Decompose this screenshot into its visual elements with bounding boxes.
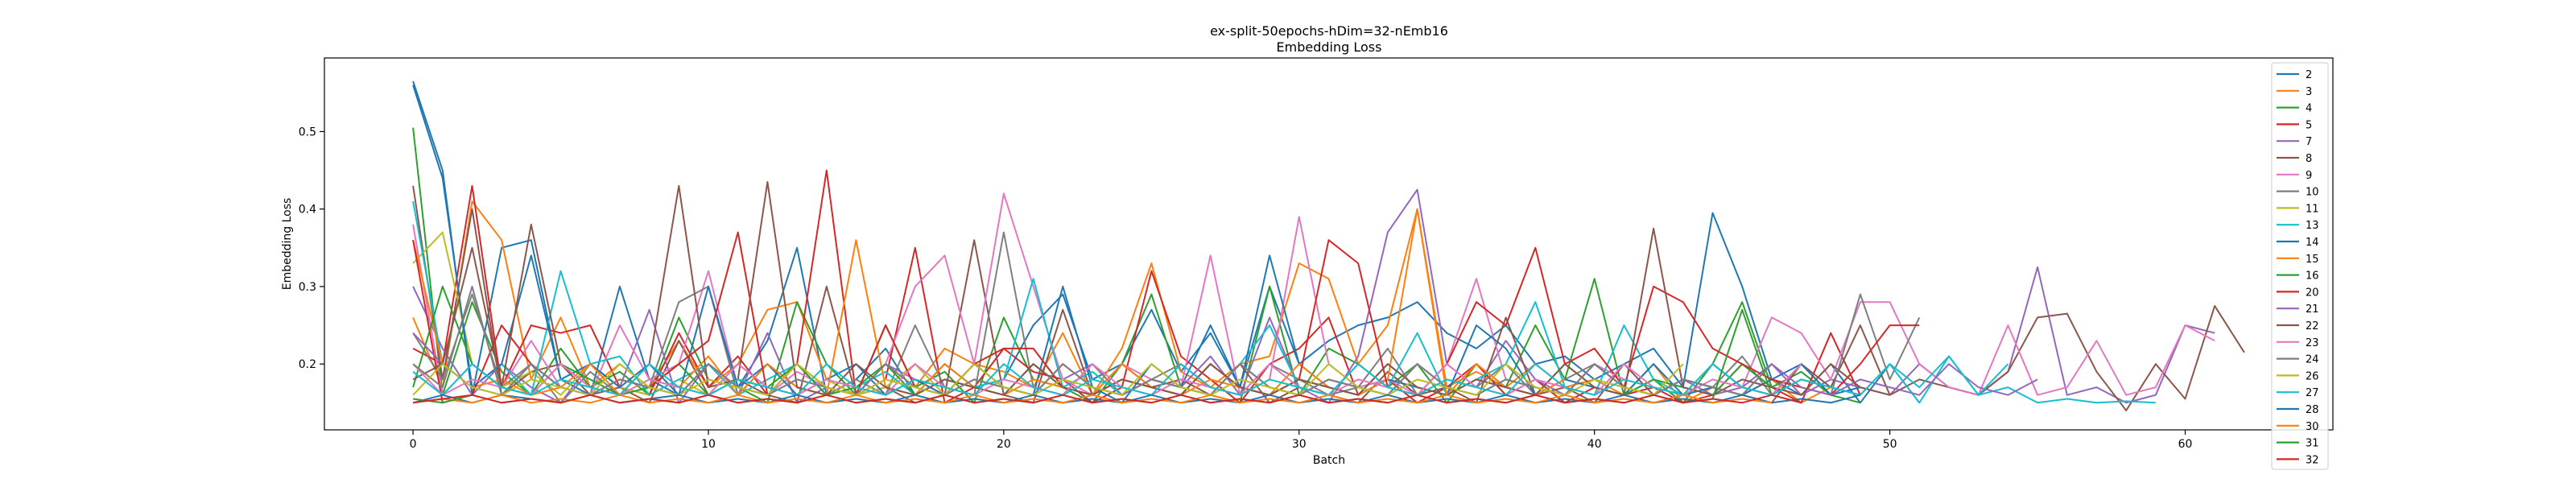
series-line-26 xyxy=(412,363,1684,396)
legend-label-14: 14 xyxy=(2306,237,2319,249)
legend-label-7: 7 xyxy=(2306,136,2312,148)
legend-label-20: 20 xyxy=(2306,287,2319,299)
legend-label-24: 24 xyxy=(2306,354,2319,366)
y-axis-ticks: 0.2 0.3 0.4 0.5 xyxy=(299,126,324,371)
legend-label-28: 28 xyxy=(2306,404,2319,416)
x-tick-label: 10 xyxy=(701,438,716,451)
legend-label-27: 27 xyxy=(2306,387,2319,399)
legend-label-5: 5 xyxy=(2306,119,2312,131)
x-tick-label: 50 xyxy=(1883,438,1897,451)
legend-label-10: 10 xyxy=(2306,187,2319,199)
series-line-32 xyxy=(412,394,1802,404)
series-line-3 xyxy=(412,200,1861,404)
x-tick-label: 0 xyxy=(410,438,417,451)
series-lines xyxy=(412,80,2245,411)
legend-label-26: 26 xyxy=(2306,370,2319,382)
y-tick-label: 0.4 xyxy=(299,204,316,217)
legend-label-3: 3 xyxy=(2306,86,2312,98)
series-line-9 xyxy=(412,192,2215,396)
x-tick-label: 40 xyxy=(1587,438,1602,451)
legend-label-11: 11 xyxy=(2306,203,2319,215)
chart-subtitle: Embedding Loss xyxy=(1277,39,1382,55)
x-tick-label: 30 xyxy=(1292,438,1307,451)
x-tick-label: 20 xyxy=(997,438,1011,451)
y-tick-label: 0.2 xyxy=(299,358,316,371)
legend-label-4: 4 xyxy=(2306,103,2312,115)
legend-label-15: 15 xyxy=(2306,254,2319,266)
legend-label-31: 31 xyxy=(2306,438,2319,450)
legend-label-13: 13 xyxy=(2306,220,2319,232)
legend-label-30: 30 xyxy=(2306,421,2319,433)
legend-label-9: 9 xyxy=(2306,170,2312,182)
legend-box xyxy=(2271,62,2329,470)
legend-label-8: 8 xyxy=(2306,153,2312,165)
x-axis-label: Batch xyxy=(1313,454,1345,467)
plot-frame xyxy=(324,57,2334,431)
y-tick-label: 0.3 xyxy=(299,281,316,294)
chart-title: ex-split-50epochs-hDim=32-nEmb16 xyxy=(1210,23,1448,39)
legend-label-32: 32 xyxy=(2306,454,2319,466)
legend-label-23: 23 xyxy=(2306,337,2319,349)
legend-label-2: 2 xyxy=(2306,69,2312,81)
y-axis-label: Embedding Loss xyxy=(281,198,294,291)
x-tick-label: 60 xyxy=(2178,438,2193,451)
legend-label-21: 21 xyxy=(2306,303,2319,316)
series-line-27 xyxy=(412,355,2009,396)
series-line-28 xyxy=(412,394,1861,404)
legend: 2345789101113141516202122232426272830313… xyxy=(2271,62,2329,470)
x-axis-ticks: 0 10 20 30 40 50 60 xyxy=(410,430,2193,451)
legend-label-16: 16 xyxy=(2306,270,2319,283)
series-line-22 xyxy=(412,181,1890,396)
y-tick-label: 0.5 xyxy=(299,126,316,138)
legend-label-22: 22 xyxy=(2306,320,2319,332)
